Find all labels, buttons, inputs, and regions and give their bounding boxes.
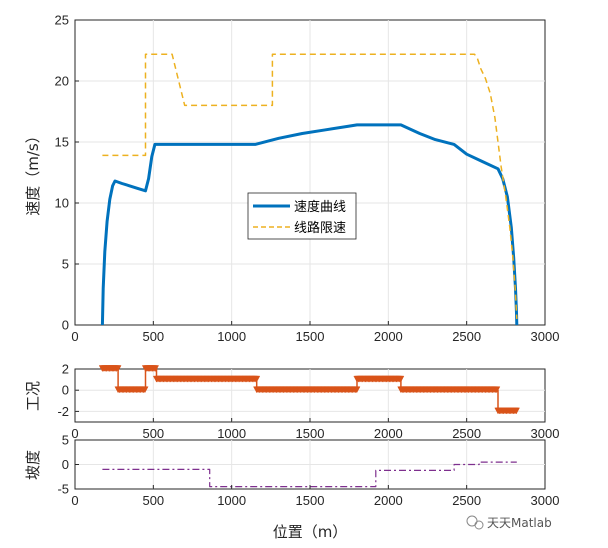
watermark-logo-icon-2: [474, 520, 484, 530]
speed-plot: 0 500 1000 1500 2000 2500 3000 0 5 10 15 20 25 速度（m/…: [24, 13, 559, 345]
condition-marker: [353, 386, 361, 394]
slope-plot-grid: [75, 440, 545, 489]
speed-plot-ytick-label: 0: [62, 318, 69, 333]
slope-plot-xtick-label: 2000: [374, 493, 403, 508]
condition-plot-xtick-label: 2000: [374, 426, 403, 441]
condition-plot-ytick-label: -2: [57, 404, 69, 419]
speed-plot-ytick-label: 15: [55, 135, 69, 150]
shared-xlabel: 位置（m）: [273, 523, 348, 541]
condition-plot-ytick-label: 0: [62, 383, 69, 398]
condition-plot-series: [98, 365, 520, 415]
condition-marker: [114, 365, 122, 373]
slope-plot: 0 500 1000 1500 2000 2500 3000-505 坡度: [24, 433, 559, 509]
slope-plot-ylabel: 坡度: [24, 450, 42, 480]
legend-speed-label: 速度曲线: [294, 199, 346, 215]
speed-plot-ticks: 0 500 1000 1500 2000 2500 3000 0 5 10 15 20 25: [55, 13, 560, 345]
slope-plot-ytick-label: 5: [62, 433, 69, 448]
condition-marker: [397, 375, 405, 383]
slope-plot-ytick-label: -5: [57, 482, 69, 497]
legend-box: [247, 192, 357, 240]
slope-plot-xtick-label: 500: [142, 493, 164, 508]
condition-plot-xtick-label: 1500: [296, 426, 325, 441]
watermark: 天天Matlab: [466, 515, 552, 530]
condition-plot-ticks: 0 500 1000 1500 2000 2500 3000-202: [57, 362, 559, 442]
condition-plot-xtick-label: 1000: [217, 426, 246, 441]
condition-marker: [252, 375, 261, 383]
condition-plot-ylabel: 工况: [24, 381, 42, 411]
condition-marker: [512, 407, 520, 415]
speed-plot-xtick-label: 500: [142, 329, 164, 344]
condition-plot-xtick-label: 500: [142, 426, 164, 441]
condition-plot-ytick-label: 2: [62, 362, 69, 377]
speed-plot-ylabel: 速度（m/s）: [24, 128, 42, 215]
slope-plot-ytick-label: 0: [62, 457, 69, 472]
watermark-text: 天天Matlab: [487, 516, 552, 530]
speed-plot-xtick-label: 0: [71, 329, 78, 344]
speed-plot-ytick-label: 25: [55, 13, 69, 28]
condition-plot-xtick-label: 2500: [452, 426, 481, 441]
slope-plot-xtick-label: 1000: [217, 493, 246, 508]
slope-plot-xtick-label: 3000: [531, 493, 560, 508]
legend-limit-label: 线路限速: [294, 220, 346, 236]
speed-plot-xtick-label: 1000: [217, 329, 246, 344]
speed-plot-ytick-label: 10: [55, 196, 69, 211]
speed-plot-xtick-label: 2000: [374, 329, 403, 344]
slope-plot-xtick-label: 1500: [296, 493, 325, 508]
speed-plot-ytick-label: 20: [55, 74, 69, 89]
slope-plot-series-line: [102, 461, 517, 488]
speed-plot-series: [100, 53, 519, 326]
condition-plot: 0 500 1000 1500 2000 2500 3000-202 工况: [24, 362, 559, 442]
condition-marker: [151, 365, 160, 373]
slope-plot-xtick-label: 2500: [452, 493, 481, 508]
speed-plot-xtick-label: 3000: [531, 329, 560, 344]
speed-plot-xtick-label: 2500: [452, 329, 481, 344]
speed-plot-xtick-label: 1500: [296, 329, 325, 344]
condition-marker: [141, 386, 149, 394]
condition-plot-xtick-label: 0: [71, 426, 78, 441]
slope-plot-series: [102, 461, 517, 488]
speed-plot-legend: 速度曲线 线路限速: [247, 192, 357, 240]
speed-plot-grid: [75, 20, 545, 325]
condition-plot-xtick-label: 3000: [531, 426, 560, 441]
condition-marker: [493, 386, 501, 394]
slope-plot-ticks: 0 500 1000 1500 2000 2500 3000-505: [57, 433, 559, 509]
slope-plot-xtick-label: 0: [71, 493, 78, 508]
speed-plot-ytick-label: 5: [62, 257, 69, 272]
